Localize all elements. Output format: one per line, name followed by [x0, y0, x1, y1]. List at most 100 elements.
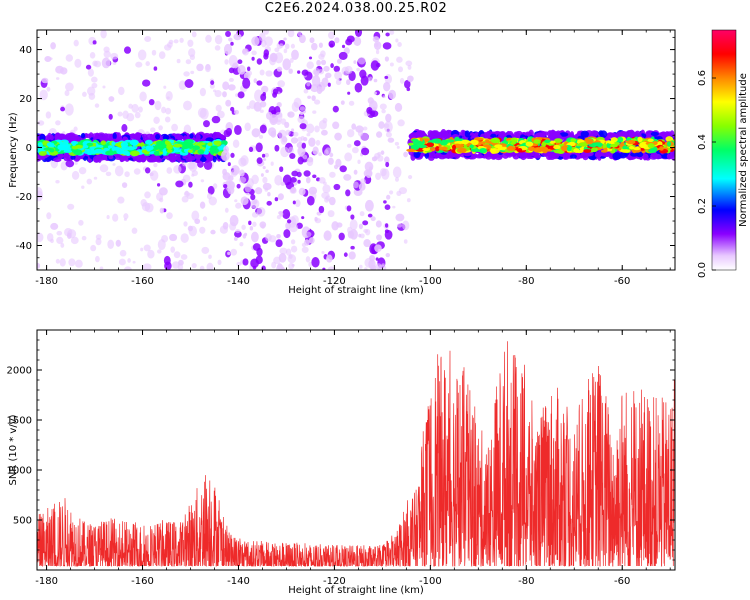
heatmap-cell: [595, 152, 601, 157]
heatmap-cell: [317, 69, 325, 75]
heatmap-cell: [206, 262, 214, 270]
heatmap-cell: [258, 32, 266, 42]
heatmap-cell: [233, 33, 242, 41]
heatmap-cell: [592, 142, 603, 147]
heatmap-cell: [78, 167, 87, 175]
heatmap-cell: [46, 86, 51, 92]
heatmap-cell: [222, 91, 227, 98]
heatmap-cell: [73, 39, 79, 47]
heatmap-cell: [222, 222, 229, 230]
heatmap-cell: [58, 152, 64, 159]
heatmap-cell: [228, 67, 235, 74]
heatmap-cell: [101, 57, 111, 69]
heatmap-cell: [327, 82, 331, 87]
heatmap-cell: [259, 124, 267, 134]
heatmap-cell: [506, 146, 516, 151]
colorbar-tick-label: 0.6: [697, 70, 708, 86]
heatmap-cell: [306, 133, 311, 137]
heatmap-cell: [47, 132, 52, 140]
heatmap-cell: [234, 124, 242, 136]
heatmap-cell: [490, 148, 496, 154]
heatmap-cell: [145, 61, 150, 67]
heatmap-cell: [55, 120, 61, 126]
heatmap-cell: [298, 187, 306, 196]
heatmap-cell: [281, 136, 288, 143]
y-tick-label: 20: [19, 94, 32, 105]
heatmap-cell: [50, 222, 59, 230]
heatmap-cell: [403, 151, 409, 158]
heatmap-cell: [166, 167, 173, 174]
heatmap-cell: [279, 166, 284, 173]
heatmap-cell: [370, 110, 379, 117]
heatmap-cell: [292, 131, 299, 137]
heatmap-cell: [485, 139, 490, 144]
heatmap-cell: [251, 36, 260, 46]
heatmap-cell: [394, 141, 400, 146]
heatmap-cell: [379, 103, 387, 110]
heatmap-cell: [288, 262, 295, 270]
heatmap-cell: [227, 251, 231, 256]
heatmap-cell: [261, 265, 266, 270]
heatmap-cell: [670, 130, 675, 137]
heatmap-cell: [550, 132, 556, 138]
heatmap-cell: [191, 263, 197, 269]
spectrogram-x-label: Height of straight line (km): [288, 285, 424, 296]
heatmap-cell: [397, 119, 405, 127]
heatmap-cell: [438, 146, 448, 151]
y-tick-label: 0: [26, 143, 32, 154]
heatmap-cell: [155, 133, 161, 140]
heatmap-cell: [260, 173, 264, 177]
heatmap-cell: [404, 79, 411, 89]
heatmap-cell: [112, 213, 119, 222]
heatmap-cell: [346, 129, 355, 138]
heatmap-cell: [457, 147, 467, 153]
heatmap-cell: [203, 120, 210, 128]
heatmap-cell: [180, 233, 189, 243]
heatmap-cell: [63, 156, 71, 162]
y-tick-label: -40: [16, 241, 32, 252]
heatmap-cell: [249, 226, 254, 231]
heatmap-cell: [169, 233, 178, 242]
heatmap-cell: [135, 132, 141, 139]
heatmap-cell: [297, 70, 301, 74]
heatmap-cell: [378, 121, 385, 129]
heatmap-cell: [85, 64, 92, 70]
heatmap-cell: [348, 251, 356, 260]
heatmap-cell: [413, 150, 421, 159]
heatmap-cell: [298, 34, 306, 44]
heatmap-cell: [650, 131, 659, 137]
heatmap-cell: [290, 177, 297, 183]
heatmap-cell: [252, 200, 257, 205]
heatmap-cell: [183, 221, 188, 227]
heatmap-cell: [642, 153, 649, 161]
heatmap-cell: [263, 49, 270, 57]
heatmap-cell: [549, 140, 556, 144]
heatmap-cell: [250, 194, 256, 201]
heatmap-cell: [340, 100, 345, 105]
heatmap-cell: [130, 140, 138, 146]
heatmap-cell: [323, 65, 330, 72]
heatmap-cell: [263, 30, 269, 35]
heatmap-cell: [59, 258, 66, 267]
heatmap-cell: [474, 154, 484, 159]
heatmap-cell: [308, 261, 313, 268]
heatmap-cell: [73, 149, 83, 156]
heatmap-cell: [240, 196, 249, 206]
heatmap-cell: [170, 246, 176, 253]
heatmap-cell: [291, 128, 295, 132]
x-tick-label: -80: [518, 576, 534, 587]
heatmap-cell: [191, 31, 197, 38]
heatmap-cell: [619, 151, 627, 159]
heatmap-cell: [284, 43, 290, 50]
heatmap-cell: [315, 139, 321, 146]
heatmap-cell: [303, 88, 309, 94]
heatmap-cell: [191, 174, 195, 177]
heatmap-cell: [81, 235, 87, 241]
heatmap-cell: [200, 179, 205, 183]
heatmap-cell: [287, 30, 295, 38]
heatmap-cell: [183, 71, 190, 77]
heatmap-cell: [244, 232, 248, 237]
heatmap-cell: [95, 237, 102, 246]
heatmap-cell: [144, 139, 153, 145]
heatmap-cell: [124, 171, 130, 178]
